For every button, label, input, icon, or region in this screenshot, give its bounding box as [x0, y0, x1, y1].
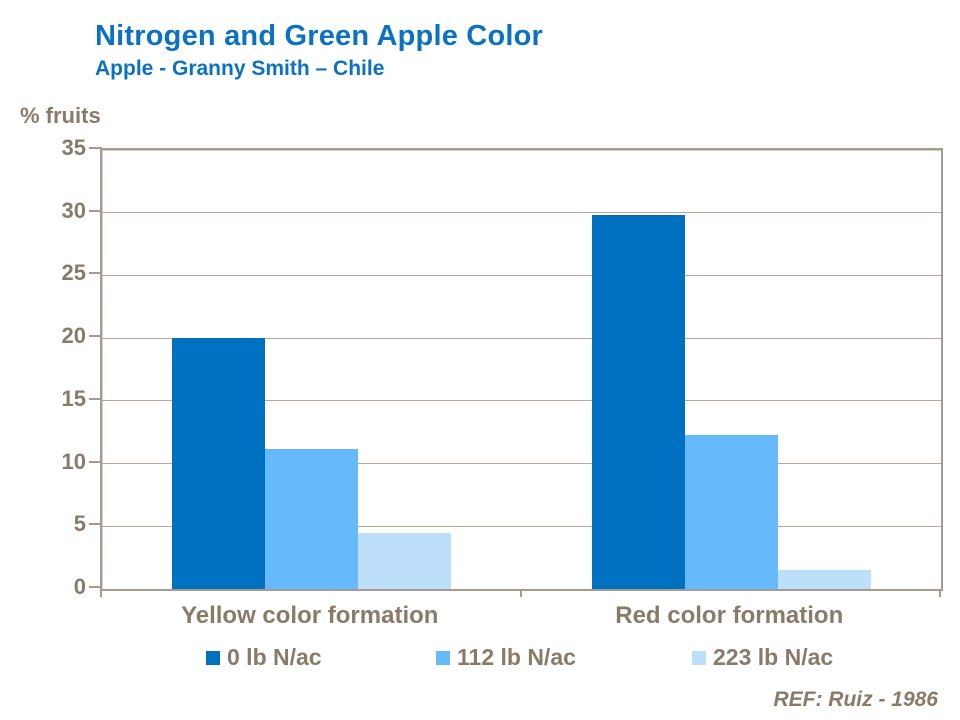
y-axis-title: % fruits — [20, 103, 101, 128]
plot-area — [100, 148, 943, 591]
y-axis-tick-mark — [89, 397, 102, 400]
legend-item: 223 lb N/ac — [692, 644, 833, 671]
y-axis-tick-label: 35 — [61, 135, 86, 160]
legend-item: 112 lb N/ac — [436, 644, 576, 671]
gridline — [102, 337, 941, 339]
bar-0-lb-n-ac-c2 — [591, 215, 685, 589]
y-axis-tick-label: 15 — [61, 385, 86, 411]
y-axis-tick-mark — [89, 460, 102, 463]
gridline — [102, 525, 941, 527]
bar-0-lb-n-ac-c1 — [172, 338, 266, 589]
bar-112-lb-n-ac-c2 — [684, 434, 778, 589]
legend-label: 223 lb N/ac — [713, 644, 834, 670]
y-axis-tick-mark — [89, 272, 102, 275]
y-axis-tick-label: 10 — [61, 448, 86, 474]
reference-text: REF: Ruiz - 1986 — [773, 688, 938, 711]
y-axis-tick-mark — [89, 586, 102, 588]
y-axis-tick-label: 0 — [73, 574, 86, 599]
x-category-label: Red color formation — [615, 602, 844, 629]
y-axis-tick-label: 20 — [61, 323, 86, 349]
gridline — [102, 274, 941, 276]
chart-subtitle: Apple - Granny Smith – Chile — [95, 57, 385, 80]
legend-swatch — [692, 650, 706, 665]
legend-label: 0 lb N/ac — [227, 644, 322, 670]
legend-swatch — [206, 650, 220, 665]
bar-223-lb-n-ac-c1 — [358, 532, 452, 589]
y-axis-tick-label: 5 — [73, 511, 86, 537]
gridline — [102, 463, 941, 465]
chart-title: Nitrogen and Green Apple Color — [95, 20, 544, 52]
y-axis-tick-mark — [89, 209, 102, 212]
y-axis-tick-mark — [89, 523, 102, 526]
y-axis-tick-mark — [89, 147, 102, 149]
y-axis-tick-mark — [89, 335, 102, 338]
legend-swatch — [436, 650, 450, 665]
legend-label: 112 lb N/ac — [457, 644, 576, 670]
legend-item: 0 lb N/ac — [206, 644, 322, 671]
x-axis-tick-mark — [939, 589, 941, 597]
y-axis-tick-label: 25 — [61, 260, 86, 286]
gridline — [102, 400, 941, 402]
x-axis-tick-mark — [100, 589, 102, 597]
legend: 0 lb N/ac 112 lb N/ac 223 lb N/ac — [0, 644, 960, 672]
gridline — [102, 212, 941, 214]
bar-223-lb-n-ac-c2 — [777, 570, 871, 589]
x-axis-tick-mark — [519, 589, 522, 597]
y-axis-tick-label: 30 — [61, 197, 86, 223]
bar-112-lb-n-ac-c1 — [265, 448, 359, 589]
x-category-label: Yellow color formation — [181, 602, 439, 629]
